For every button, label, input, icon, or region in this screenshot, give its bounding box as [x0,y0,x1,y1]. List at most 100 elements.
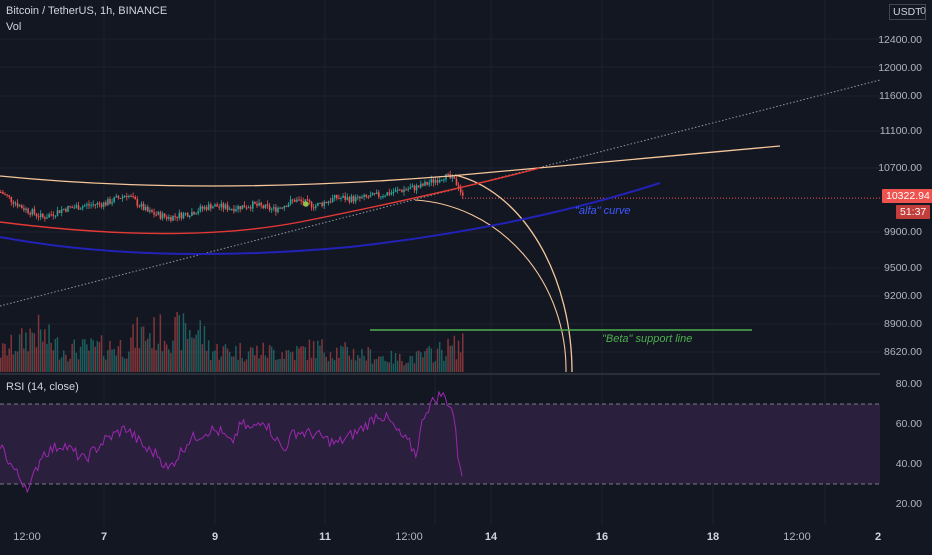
volume-bar [163,340,166,372]
volume-bar [54,339,57,372]
volume-bar [157,343,159,372]
volume-bar [266,357,269,372]
volume-bar [226,348,229,372]
volume-bar [128,351,130,372]
candle-body [392,191,395,193]
candle-body [432,179,435,183]
candle-body [27,208,29,213]
volume-bar [327,361,330,372]
candle-body [159,212,162,219]
candle-body [113,197,115,202]
candle-body [247,207,250,209]
volume-bar [306,359,309,372]
volume-bar [113,348,115,372]
volume-bar [396,360,399,372]
candle-body [302,201,304,203]
candle-body [344,195,346,200]
candle-body [109,199,111,204]
volume-bar [60,357,63,372]
volume-bar [218,359,220,372]
volume-bar [436,348,439,372]
candle-body [115,195,118,198]
candle-body [417,185,420,188]
volume-bar [369,349,372,372]
volume-bar [291,351,294,372]
candle-body [375,192,378,194]
candle-body [306,199,309,201]
candle-body [117,195,120,199]
candle-body [361,196,363,199]
candle-body [256,203,258,206]
volume-bar [12,354,15,372]
time-tick: 7 [100,531,108,543]
volume-bar [197,330,199,372]
volume-bar [449,345,451,372]
candle-body [170,216,172,221]
candle-body [262,205,265,209]
volume-bar [268,345,271,372]
price-tick: 10700.00 [878,162,922,174]
rsi-tick: 80.00 [895,378,922,390]
volume-bar [205,350,208,372]
candle-body [102,202,105,207]
candle-body [123,195,126,197]
candle-body [161,213,164,219]
candle-body [224,204,227,209]
volume-bar [249,347,252,372]
candle-body [268,205,271,210]
volume-bar [432,362,435,372]
candle-body [312,207,315,209]
volume-bar [401,361,403,372]
candle-body [210,204,212,209]
candle-body [426,181,428,185]
volume-bar [130,337,132,372]
candle-body [409,187,412,189]
volume-bar [216,344,218,372]
candle-body [67,206,69,212]
candle-body [94,204,97,206]
candle-body [365,194,367,197]
volume-bar [270,346,273,372]
volume-bar [340,345,342,372]
candle-body [373,192,376,194]
candle-body [346,197,349,200]
candle-body [88,204,90,206]
volume-bar [52,350,54,372]
candle-body [283,205,286,209]
candle-body [4,193,6,195]
volume-bar [447,338,449,372]
time-tick: 11 [319,531,331,543]
volume-bar [172,340,174,372]
volume-bar [434,360,437,372]
candle-body [6,194,8,196]
volume-bar [308,339,311,372]
candle-body [279,207,281,209]
volume-bar [321,339,323,372]
price-tick: 8620.00 [884,346,922,358]
candle-body [174,215,176,217]
volume-bar [210,359,212,372]
candle-body [16,203,19,207]
volume-bar [48,324,50,372]
candle-body [287,204,290,207]
candle-body [60,209,63,213]
time-tick: 9 [211,531,219,543]
candle-body [25,208,27,211]
volume-bar [373,359,376,372]
candle-body [371,192,374,196]
candle-body [172,215,174,221]
candle-body [228,208,231,210]
candle-body [352,196,355,202]
candle-body [298,199,300,201]
candle-body [92,204,94,206]
volume-bar [386,361,388,372]
candle-body [144,206,147,211]
volume-bar [411,356,414,372]
volume-bar [115,355,117,372]
currency-button[interactable]: USDT [889,4,926,20]
candle-body [396,189,399,191]
volume-bar [147,338,149,372]
candle-body [407,188,409,190]
